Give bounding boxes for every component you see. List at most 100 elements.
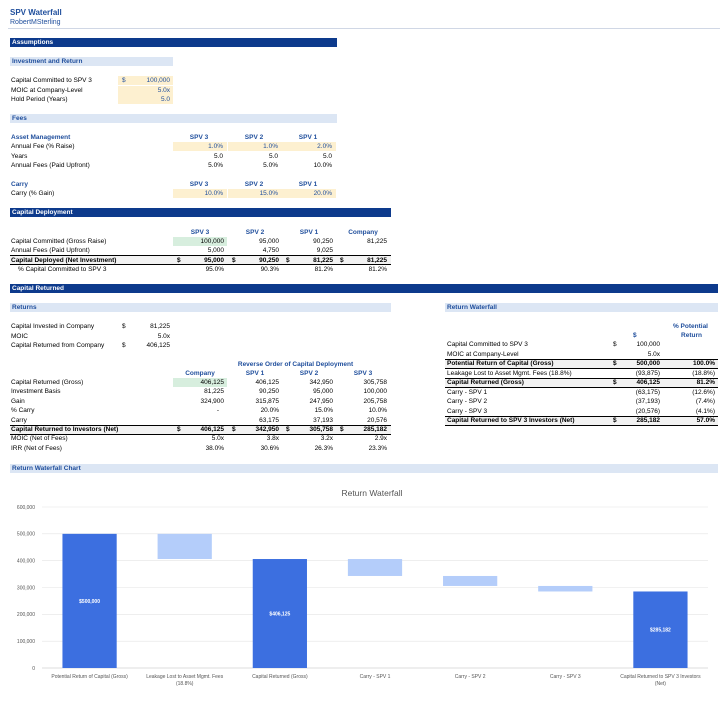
waterfall-row-value: 5.0x	[647, 350, 660, 358]
returns-row-value: 305,758	[309, 426, 334, 433]
fees-row-value[interactable]: 1.0%	[263, 143, 278, 150]
returns-row-value: 2.9x	[374, 435, 387, 443]
returns-row-value: 37,193	[313, 416, 333, 424]
waterfall-row-value: (20,576)	[635, 407, 660, 415]
fees-row-label: Annual Fee (% Raise)	[11, 143, 75, 150]
waterfall-row-pct: 100.0%	[692, 360, 715, 367]
waterfall-total-row-bg	[445, 378, 718, 388]
deployment-row-value: 81,225	[313, 256, 333, 264]
returns-row-value: 342,950	[309, 379, 334, 386]
returns-row-value: 3.2x	[320, 435, 333, 443]
returns-row-currency: $	[177, 426, 181, 433]
returns-row-label: IRR (Net of Fees)	[11, 444, 62, 452]
waterfall-pct-header-1: % Potential	[672, 323, 708, 330]
deployment-row-value: 4,750	[262, 247, 279, 255]
investment-row-value[interactable]: 100,000	[146, 77, 171, 84]
x-category-label: Leakage Lost to Asset Mgmt. Fees	[146, 674, 223, 680]
waterfall-row-currency: $	[613, 360, 617, 367]
y-tick-label: 0	[32, 666, 35, 672]
deployment-row-value: 90.3%	[260, 265, 279, 273]
fees-col-header: SPV 1	[298, 134, 318, 141]
deployment-row-value: 81.2%	[368, 265, 387, 273]
returns-row-value: 30.6%	[260, 444, 279, 452]
waterfall-row-pct: (12.6%)	[692, 388, 715, 396]
carry-title: Carry	[11, 181, 28, 188]
returns-row-value: 315,875	[255, 397, 280, 405]
returns-row-value: 3.8x	[266, 435, 279, 443]
carry-col-header: SPV 2	[244, 181, 264, 188]
input-cell-bg	[118, 95, 173, 104]
waterfall-bar	[538, 585, 593, 592]
fees-row-value: 5.0	[213, 152, 223, 160]
waterfall-row-label: Capital Committed to SPV 3	[447, 341, 528, 348]
deployment-row-value: 5,000	[207, 247, 224, 255]
deployment-row-value: 90,250	[313, 238, 333, 245]
returns-row-value: 100,000	[363, 388, 388, 396]
carry-row-value[interactable]: 15.0%	[259, 190, 278, 197]
returns-summary-label: Capital Returned from Company	[11, 342, 105, 349]
carry-row-value[interactable]: 10.0%	[204, 190, 223, 197]
returns-row-label: Capital Returned to Investors (Net)	[11, 426, 119, 433]
waterfall-row-label: Carry - SPV 3	[447, 407, 488, 415]
waterfall-row-value: (93,875)	[635, 369, 660, 377]
waterfall-row-label: Capital Returned to SPV 3 Investors (Net…	[447, 417, 575, 424]
returns-col-header: SPV 3	[353, 370, 373, 377]
deployment-row-label: Capital Committed (Gross Raise)	[11, 238, 107, 245]
deployment-row-value: 9,025	[316, 247, 333, 255]
returns-summary-value: 5.0x	[157, 332, 170, 340]
returns-summary-currency: $	[122, 323, 126, 330]
returns-row-value: 38.0%	[205, 444, 224, 452]
input-cell-bg	[282, 189, 336, 198]
waterfall-bar	[62, 533, 117, 668]
input-cell-bg	[228, 142, 282, 151]
waterfall-total-row-bg	[445, 359, 718, 369]
fees-row-value: 10.0%	[313, 162, 332, 169]
waterfall-row-pct: 57.0%	[696, 417, 715, 424]
deployment-row-value: 81.2%	[314, 265, 333, 273]
waterfall-dollar-header: $	[633, 332, 637, 339]
y-tick-label: 500,000	[17, 532, 35, 538]
fees-row-value[interactable]: 1.0%	[208, 143, 223, 150]
waterfall-row-label: Leakage Lost to Asset Mgmt. Fees (18.8%)	[447, 369, 572, 377]
returns-row-label: Investment Basis	[11, 388, 61, 396]
deployment-row-currency: $	[177, 256, 181, 264]
input-cell-bg	[282, 142, 336, 151]
returns-col-header: Company	[185, 370, 215, 377]
assumptions-header: Assumptions	[10, 38, 337, 47]
deployment-row-value: 95,000	[204, 256, 224, 264]
deployment-col-header: SPV 1	[299, 229, 319, 236]
deployment-row-label: Annual Fees (Paid Upfront)	[11, 247, 90, 255]
returns-row-value: 90,250	[259, 388, 279, 396]
x-category-label: (18.8%)	[176, 681, 194, 687]
carry-row-value[interactable]: 20.0%	[313, 190, 332, 197]
returns-row-value: 23.3%	[368, 444, 387, 452]
input-cell-bg	[118, 85, 173, 95]
investment-row-label: Hold Period (Years)	[11, 96, 68, 103]
deployment-col-header: Company	[348, 229, 378, 236]
investment-row-value[interactable]: 5.0	[160, 96, 170, 103]
fees-row-value: 5.0%	[208, 162, 223, 169]
deployment-row-value: 81,225	[367, 256, 387, 264]
fees-row-label: Years	[11, 152, 28, 160]
input-cell-bg	[173, 142, 227, 151]
returns-row-label: Capital Returned (Gross)	[11, 379, 84, 386]
waterfall-row-value: (63,175)	[635, 388, 660, 396]
returns-row-value: 305,758	[363, 379, 388, 386]
returns-row-value: 247,950	[309, 397, 334, 405]
x-category-label: Carry - SPV 3	[550, 674, 581, 680]
investment-header: Investment and Return	[10, 57, 173, 66]
waterfall-header: Return Waterfall	[445, 303, 718, 312]
returns-row-currency: $	[286, 426, 290, 433]
waterfall-row-label: Potential Return of Capital (Gross)	[447, 360, 554, 367]
investment-row-value[interactable]: 5.0x	[157, 86, 170, 94]
chart-header: Return Waterfall Chart	[10, 464, 718, 473]
highlight-cell-bg	[173, 378, 227, 387]
waterfall-row-value: 100,000	[636, 341, 661, 348]
title-divider	[8, 28, 720, 29]
deployment-total-row-bg	[10, 255, 391, 265]
waterfall-total-row-bg	[445, 416, 718, 426]
returns-row-value: 324,900	[200, 397, 225, 405]
returns-row-value: 15.0%	[314, 407, 333, 415]
fees-row-value[interactable]: 2.0%	[317, 143, 332, 150]
returns-row-label: % Carry	[11, 407, 35, 415]
